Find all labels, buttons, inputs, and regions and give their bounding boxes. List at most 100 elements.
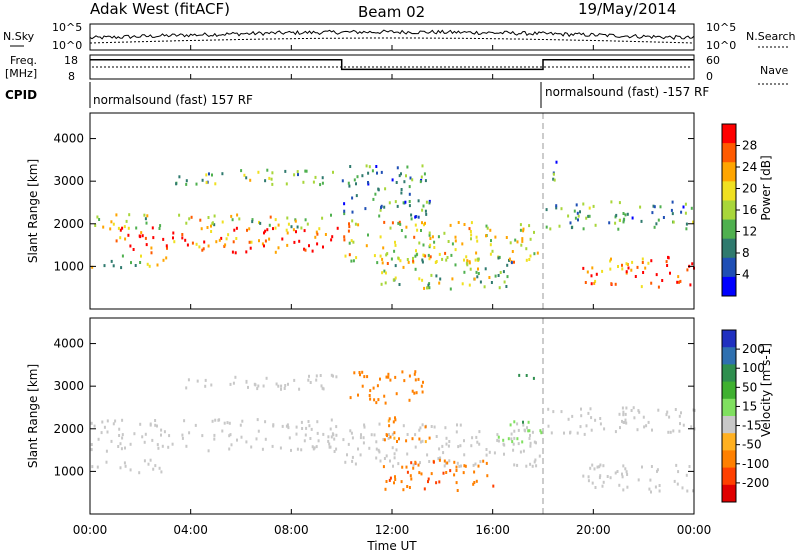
velocity-cell	[229, 433, 232, 437]
velocity-cell	[426, 453, 429, 457]
velocity-cell	[101, 420, 104, 424]
power-cell	[622, 212, 625, 215]
velocity-cell	[163, 430, 166, 434]
velocity-cell	[284, 384, 287, 387]
velocity-cell	[642, 415, 645, 419]
velocity-cell	[335, 425, 338, 429]
noise-tick-left-top: 10^5	[52, 21, 82, 34]
power-cell	[647, 261, 650, 265]
noise-tick-right-top: 10^5	[706, 21, 736, 34]
velocity-cell	[346, 453, 348, 457]
velocity-cell	[406, 433, 409, 436]
velocity-cell	[121, 418, 124, 422]
power-cell	[560, 207, 563, 211]
power-cell	[463, 270, 466, 274]
velocity-cell	[424, 440, 427, 444]
velocity-cell	[534, 458, 537, 462]
velocity-cell	[230, 443, 233, 447]
power-cell	[424, 254, 427, 258]
velocity-cell	[624, 467, 627, 471]
velocity-cell	[647, 420, 650, 424]
power-cell	[314, 175, 317, 179]
velocity-cell	[213, 437, 216, 441]
velocity-cell	[271, 444, 274, 448]
power-cell	[206, 226, 209, 229]
power-cell	[119, 236, 122, 240]
velocity-colorbar-tick-label: 15	[742, 399, 757, 413]
velocity-cell	[397, 462, 400, 466]
power-cell	[435, 260, 438, 263]
velocity-cell	[234, 375, 237, 379]
power-cell	[277, 246, 280, 250]
power-cell	[413, 235, 416, 239]
velocity-cell	[161, 444, 164, 448]
velocity-cell	[406, 470, 409, 474]
power-cell	[415, 249, 417, 253]
power-cell	[214, 182, 217, 186]
velocity-cell	[129, 468, 132, 472]
power-cell	[428, 286, 431, 290]
power-cell	[117, 226, 120, 230]
power-cell	[314, 235, 317, 239]
velocity-cell	[526, 426, 528, 430]
velocity-cell	[335, 375, 338, 379]
power-cell	[380, 204, 383, 208]
velocity-cell	[110, 439, 113, 443]
power-cell	[382, 246, 385, 250]
power-cell	[123, 225, 126, 229]
power-cell	[271, 171, 274, 175]
velocity-cell	[591, 481, 594, 485]
velocity-cell	[638, 410, 641, 414]
velocity-cell	[464, 464, 467, 468]
velocity-cell	[443, 464, 446, 468]
velocity-cell	[492, 484, 495, 488]
power-cell	[489, 243, 492, 247]
power-cell	[470, 221, 473, 225]
power-cell	[621, 263, 623, 267]
velocity-cell	[232, 381, 235, 385]
power-cell	[259, 221, 262, 225]
velocity-cell	[410, 477, 413, 481]
power-cell	[477, 272, 480, 275]
power-cell	[615, 213, 618, 217]
power-cell	[463, 258, 465, 262]
velocity-cell	[183, 419, 186, 423]
velocity-cell	[649, 478, 652, 482]
nave-label: Nave	[760, 64, 788, 77]
power-cell	[150, 246, 153, 250]
velocity-cell	[456, 489, 459, 492]
velocity-cell	[124, 446, 126, 450]
velocity-cell	[418, 471, 421, 475]
velocity-cell	[516, 463, 519, 467]
velocity-cell	[667, 430, 670, 434]
power-cell	[457, 221, 460, 224]
power-cell	[398, 220, 401, 224]
power-cell	[405, 174, 407, 178]
velocity-cell	[129, 442, 132, 446]
velocity-cell	[406, 452, 409, 456]
velocity-cell	[622, 488, 625, 492]
velocity-cell	[362, 441, 365, 445]
power-cell	[127, 226, 130, 230]
velocity-cell	[621, 406, 624, 410]
velocity-cell	[103, 425, 106, 429]
velocity-cell	[349, 396, 352, 400]
power-cell	[343, 202, 346, 206]
freq-tick-bottom: 8	[68, 70, 75, 83]
power-cell	[465, 255, 468, 259]
power-colorbar-tick-label: 4	[742, 268, 750, 282]
velocity-cell	[522, 420, 524, 424]
power-cell	[503, 280, 506, 284]
power-cell	[156, 263, 159, 267]
power-panel	[91, 113, 695, 309]
power-cell	[519, 228, 522, 232]
power-cell	[484, 267, 487, 271]
power-cell	[315, 230, 318, 234]
power-cell	[410, 213, 413, 217]
velocity-cell	[196, 379, 199, 383]
velocity-cell	[154, 464, 157, 468]
velocity-cell	[456, 423, 458, 427]
velocity-cell	[421, 390, 424, 394]
velocity-cell	[171, 442, 174, 446]
power-cell	[400, 191, 403, 195]
